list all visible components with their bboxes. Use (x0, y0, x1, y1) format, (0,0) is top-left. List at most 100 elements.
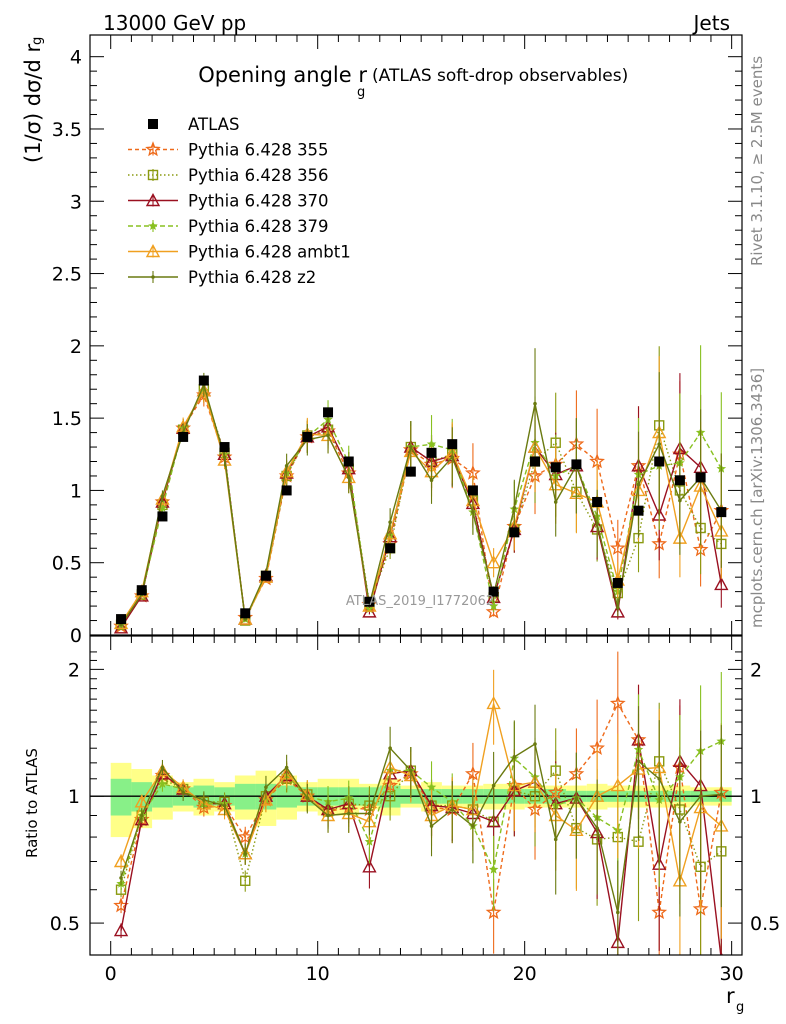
data-point (485, 603, 502, 619)
data-point (636, 482, 641, 487)
ratio-y-tick-label-right: 1 (750, 786, 762, 808)
ratio-point (139, 813, 144, 818)
watermark: ATLAS_2019_I1772062 (346, 594, 494, 609)
main-y-axis-title: (1/σ) dσ/d r g (21, 37, 45, 163)
ratio-point (113, 923, 129, 937)
data-point (323, 407, 334, 418)
ratio-point (264, 785, 268, 790)
data-point (488, 586, 499, 597)
data-point (157, 511, 168, 522)
rivet-label: Rivet 3.1.10, ≥ 2.5M events (748, 56, 766, 266)
ratio-point (362, 859, 377, 873)
ratio-point (134, 812, 149, 826)
ratio-point (488, 864, 499, 874)
y-tick-label: 3 (70, 191, 82, 213)
data-point (219, 442, 230, 453)
data-point (385, 543, 396, 554)
ratio-point (181, 790, 185, 795)
data-point (486, 555, 501, 569)
y-tick-label: 1.5 (52, 408, 82, 430)
band-cell (110, 778, 132, 816)
data-point (364, 596, 375, 607)
y-tick-label: 4 (70, 47, 82, 69)
data-point (160, 494, 165, 499)
data-point (571, 459, 582, 470)
legend-marker (151, 275, 155, 279)
ratio-point (113, 854, 129, 868)
ratio-series-group (90, 651, 742, 955)
data-point (512, 505, 517, 510)
data-point (592, 496, 603, 507)
ratio-point (486, 696, 501, 710)
ratio-point (464, 765, 481, 781)
data-point (346, 475, 351, 480)
ratio-point (471, 824, 475, 828)
x-tick-label: 30 (720, 963, 744, 985)
ratio-point (429, 824, 434, 828)
ratio-series-pythia-6-428-z2 (119, 704, 724, 955)
data-point (471, 510, 475, 514)
ratio-point (284, 765, 289, 770)
series-line (120, 393, 722, 627)
plot-title-suffix: (ATLAS soft-drop observables) (372, 66, 628, 86)
data-point (553, 500, 558, 504)
data-point (429, 478, 434, 483)
ratio-point (553, 837, 558, 842)
legend-marker (148, 221, 158, 230)
data-point (178, 431, 189, 442)
data-point (674, 475, 685, 486)
data-point (695, 472, 706, 483)
plot-title: Opening angle r g (ATLAS soft-drop obser… (198, 63, 628, 100)
data-point (388, 520, 392, 525)
data-point (222, 455, 227, 459)
legend-entry: Pythia 6.428 ambt1 (128, 243, 351, 262)
ratio-line (120, 742, 722, 913)
series-pythia-6-428-356 (115, 346, 727, 631)
legend-marker (145, 244, 161, 258)
legend-label: Pythia 6.428 356 (188, 166, 329, 185)
ratio-point (409, 768, 413, 773)
main-series-group (113, 345, 730, 634)
ratio-point (202, 798, 206, 802)
ratio-line (120, 701, 722, 913)
ratio-point (485, 904, 502, 920)
data-point (116, 614, 127, 625)
ratio-point (533, 742, 537, 746)
ratio-point (719, 792, 724, 797)
energy-label: 13000 GeV pp (103, 11, 246, 35)
series-line (120, 388, 722, 624)
data-point (281, 485, 292, 496)
data-point (654, 456, 665, 467)
data-point (409, 445, 413, 449)
series-line (120, 388, 722, 626)
legend-entry: Pythia 6.428 z2 (128, 268, 316, 287)
ratio-point (491, 783, 496, 788)
ratio-point (657, 776, 662, 781)
data-point (136, 585, 147, 596)
ratio-point (160, 765, 165, 770)
ratio-point (243, 852, 248, 856)
data-point (609, 540, 626, 555)
legend-entry: Pythia 6.428 355 (128, 141, 329, 160)
ratio-line (120, 759, 722, 890)
mcplots-label: mcplots.cern.ch [arXiv:1306.3436] (748, 368, 766, 628)
legend-marker (145, 141, 161, 157)
data-point (467, 485, 478, 496)
data-point (550, 462, 561, 473)
legend-label: ATLAS (188, 115, 239, 134)
data-point (610, 604, 625, 618)
plot-title-sub: g (357, 85, 365, 100)
data-point (595, 521, 599, 526)
ratio-point (346, 811, 351, 816)
ratio-point (636, 759, 641, 764)
legend-marker (147, 169, 159, 181)
data-point (426, 439, 437, 449)
ratio-point (388, 746, 392, 751)
data-point (155, 491, 170, 505)
data-point (405, 466, 416, 477)
legend-entry: ATLAS (148, 115, 239, 134)
data-point (678, 498, 682, 503)
series-line (120, 388, 722, 629)
series-atlas (116, 375, 727, 625)
